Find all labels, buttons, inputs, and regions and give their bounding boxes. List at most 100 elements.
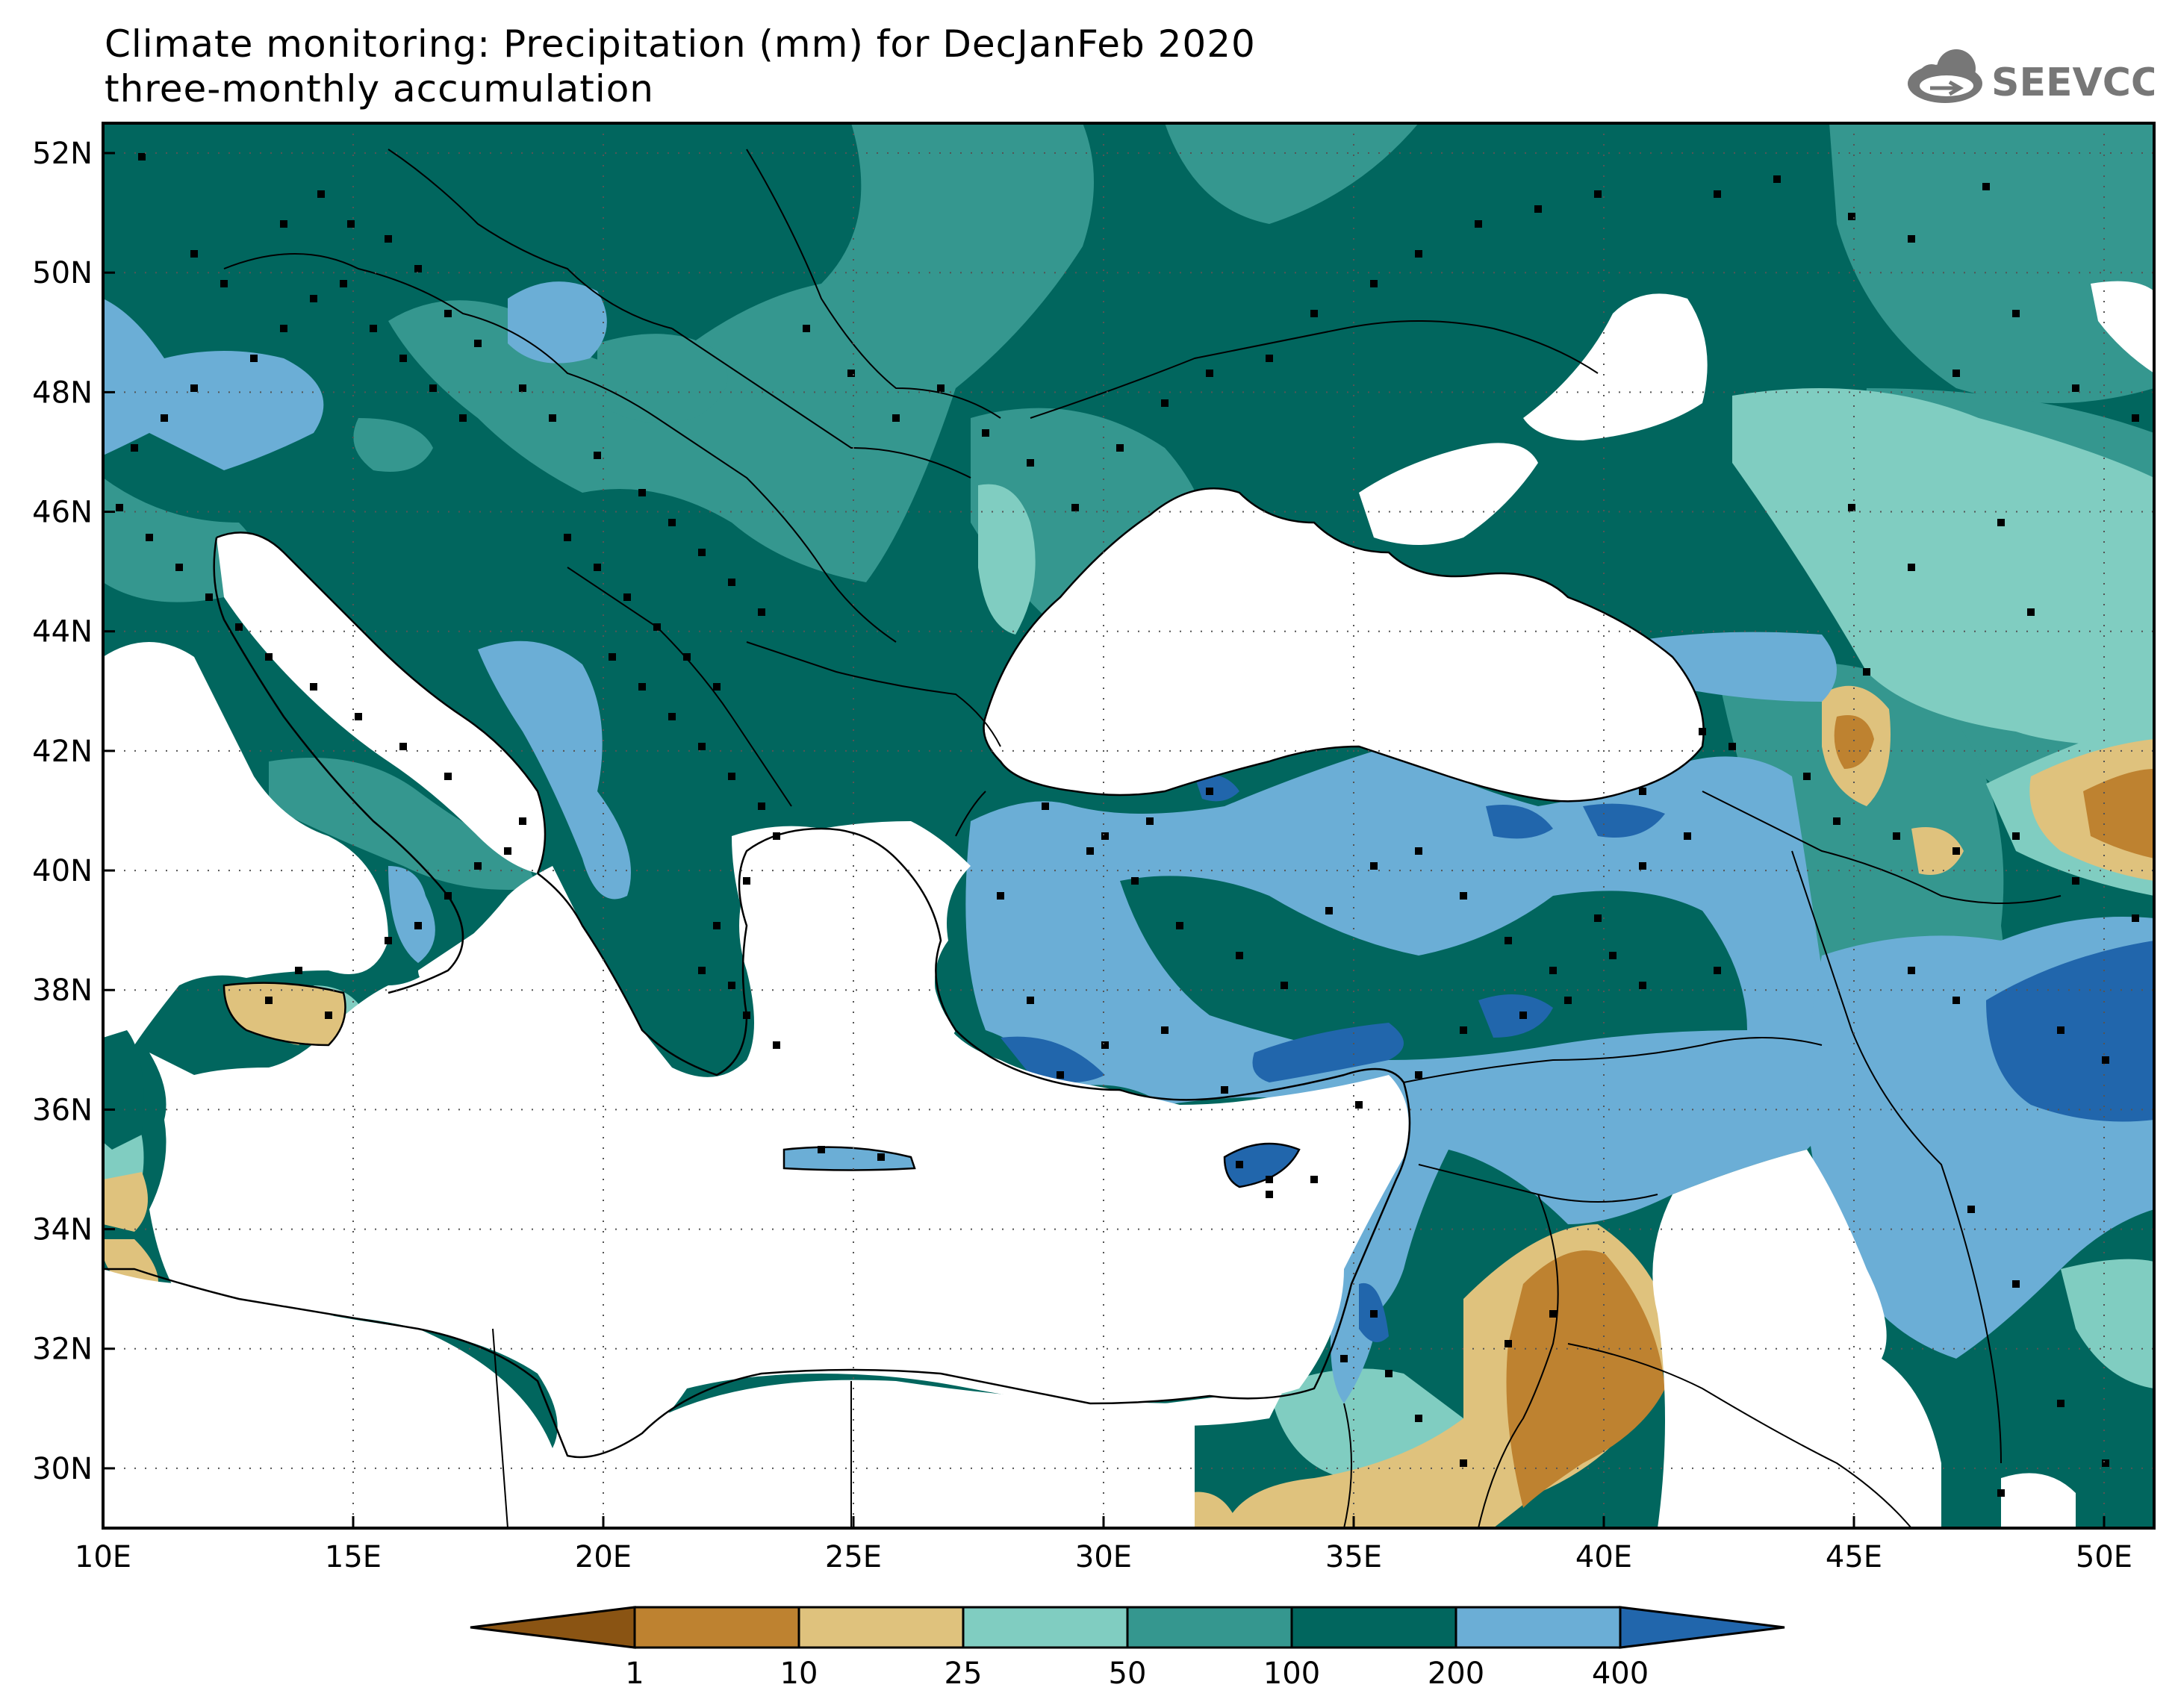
station-marker: [982, 429, 989, 437]
x-tick-label: 50E: [2076, 1540, 2132, 1574]
station-marker: [2057, 1400, 2064, 1407]
station-marker: [609, 653, 616, 661]
station-marker: [1370, 862, 1378, 870]
station-marker: [1310, 1176, 1318, 1183]
colorbar-low-triangle: [470, 1606, 636, 1649]
y-tick-label: 44N: [32, 615, 93, 649]
colorbar: 1 10 25 50 100 200 400: [470, 1606, 1785, 1691]
station-marker: [1071, 504, 1079, 511]
station-marker: [161, 414, 168, 422]
y-tick-label: 40N: [32, 854, 93, 888]
station-marker: [280, 325, 287, 332]
station-marker: [1549, 1310, 1557, 1318]
station-marker: [653, 623, 661, 631]
colorbar-label: 400: [1592, 1656, 1649, 1691]
station-marker: [1609, 952, 1617, 959]
station-marker: [1475, 220, 1482, 228]
station-marker: [1848, 213, 1855, 220]
station-marker: [1101, 1041, 1109, 1049]
station-marker: [803, 325, 810, 332]
station-marker: [190, 250, 198, 258]
station-marker: [638, 489, 646, 496]
station-marker: [1519, 1012, 1527, 1019]
station-marker: [698, 743, 706, 750]
y-tick-label: 42N: [32, 735, 93, 769]
country-borders: [223, 149, 2062, 1528]
y-tick-label: 48N: [32, 375, 93, 410]
station-marker: [847, 370, 855, 377]
station-marker: [773, 832, 780, 840]
station-marker: [1967, 1206, 1975, 1213]
station-marker: [1848, 504, 1855, 511]
station-marker: [1415, 1415, 1422, 1422]
station-marker: [1833, 817, 1840, 825]
station-marker: [1415, 1071, 1422, 1079]
x-tick-label: 40E: [1575, 1540, 1632, 1574]
y-tick-label: 36N: [32, 1093, 93, 1127]
x-tick-label: 10E: [75, 1540, 131, 1574]
station-marker: [743, 1012, 750, 1019]
station-marker: [519, 817, 526, 825]
station-marker: [265, 997, 273, 1004]
station-marker: [1699, 728, 1706, 735]
station-marker: [1460, 1459, 1467, 1467]
station-marker: [997, 892, 1004, 900]
station-marker: [564, 534, 571, 541]
station-marker: [1116, 444, 1124, 452]
station-marker: [1863, 668, 1870, 676]
cloud-icon: [1908, 49, 1982, 103]
station-marker: [175, 564, 183, 571]
station-marker: [1549, 967, 1557, 974]
station-marker: [668, 713, 676, 720]
station-marker: [638, 683, 646, 691]
colorbar-high-triangle: [1619, 1606, 1785, 1649]
station-marker: [280, 220, 287, 228]
map-title: Climate monitoring: Precipitation (mm) f…: [105, 22, 1256, 66]
x-tick-label: 45E: [1826, 1540, 1882, 1574]
station-marker: [1161, 1026, 1169, 1034]
station-marker: [877, 1153, 885, 1161]
station-marker: [728, 579, 735, 586]
station-marker: [1161, 399, 1169, 407]
station-marker: [698, 967, 706, 974]
station-marker: [1415, 250, 1422, 258]
station-marker: [1952, 997, 1960, 1004]
station-marker: [1266, 1176, 1273, 1183]
station-marker: [2072, 877, 2079, 885]
station-marker: [399, 743, 407, 750]
colorbar-swatch: [1126, 1606, 1293, 1649]
station-marker: [2027, 608, 2035, 616]
station-marker: [1325, 907, 1333, 914]
station-marker: [1101, 832, 1109, 840]
station-marker: [623, 593, 631, 601]
station-marker: [2072, 384, 2079, 392]
station-marker: [1236, 952, 1243, 959]
station-marker: [818, 1146, 825, 1153]
station-marker: [1639, 862, 1646, 870]
colorbar-swatch: [797, 1606, 965, 1649]
station-marker: [310, 295, 317, 302]
station-marker: [138, 153, 146, 160]
station-marker: [758, 608, 765, 616]
station-marker: [131, 444, 138, 452]
station-marker: [205, 593, 213, 601]
station-marker: [892, 414, 900, 422]
station-marker: [1086, 847, 1094, 855]
station-marker: [1639, 788, 1646, 795]
colorbar-swatch: [1454, 1606, 1622, 1649]
station-marker: [1714, 967, 1721, 974]
station-marker: [1236, 1161, 1243, 1168]
station-marker: [713, 683, 721, 691]
station-marker: [414, 265, 422, 272]
station-marker: [414, 922, 422, 929]
colorbar-label: 1: [625, 1656, 644, 1691]
station-marker: [2132, 914, 2139, 922]
island-sicily: [224, 982, 346, 1045]
station-marker: [2102, 1056, 2109, 1064]
map-frame: [102, 122, 2156, 1530]
station-marker: [1415, 847, 1422, 855]
station-marker: [1266, 355, 1273, 362]
y-tick-label: 50N: [32, 256, 93, 290]
station-marker: [773, 1041, 780, 1049]
station-marker: [347, 220, 355, 228]
